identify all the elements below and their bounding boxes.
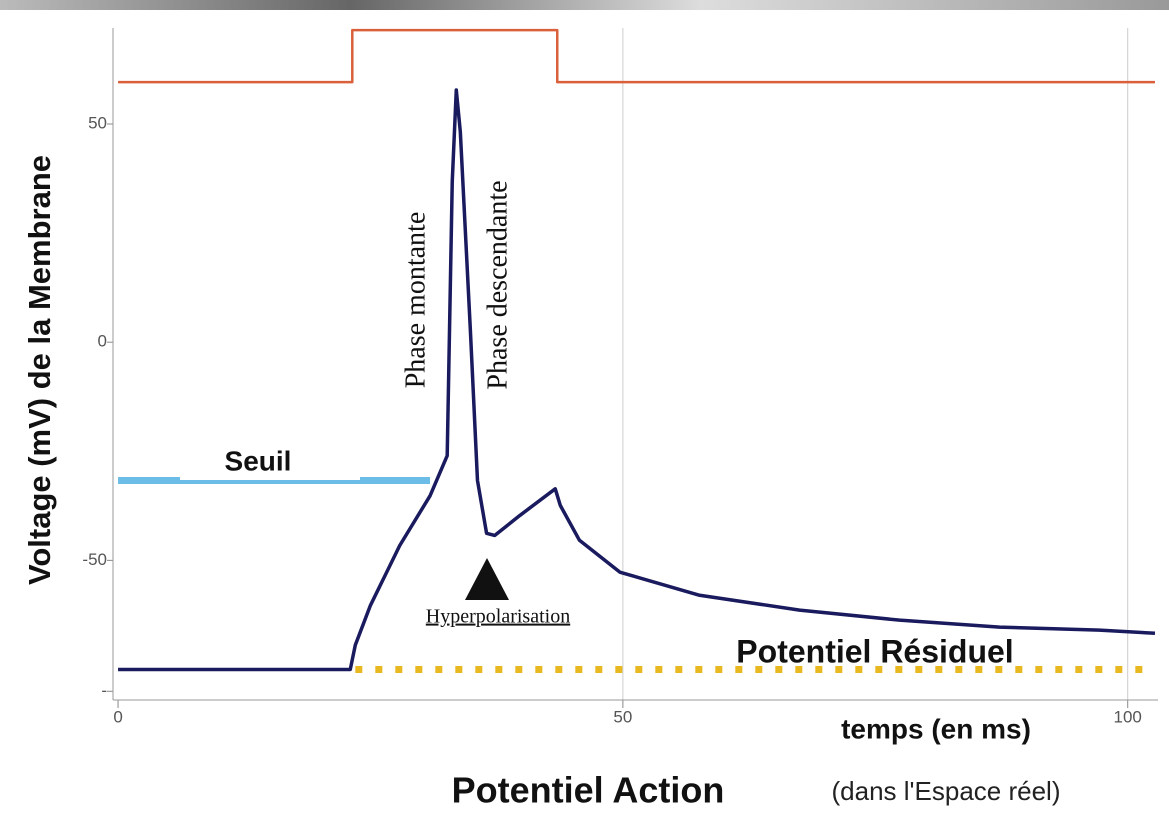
annotation: Phase montante [400,212,431,389]
label-bg [180,440,360,480]
series-line [118,28,1155,84]
top-band [0,0,1169,10]
y-tick-label: 0 [98,332,107,351]
series-line [118,88,1156,672]
x-tick-label: 100 [1114,707,1142,726]
annotation: Potentiel Résiduel [736,633,1013,669]
y-tick-label: - [101,681,107,700]
chart-title: Potentiel Action [452,770,725,811]
x-axis-label: temps (en ms) [841,713,1031,744]
y-tick-label: 50 [88,113,107,132]
chart-subtitle: (dans l'Espace réel) [832,776,1061,806]
annotation: Seuil [225,445,292,476]
annotation: Hyperpolarisation [426,606,570,628]
y-tick-label: -50 [82,550,107,569]
x-tick-label: 50 [613,707,632,726]
annotation: Phase descendante [482,180,513,389]
arrow [465,558,509,600]
plot-area: 0 50 100 - -50 0 50 [82,28,1158,726]
y-axis-label: Voltage (mV) de la Membrane [22,155,57,585]
x-tick-label: 0 [113,707,122,726]
label-bg [395,602,605,632]
